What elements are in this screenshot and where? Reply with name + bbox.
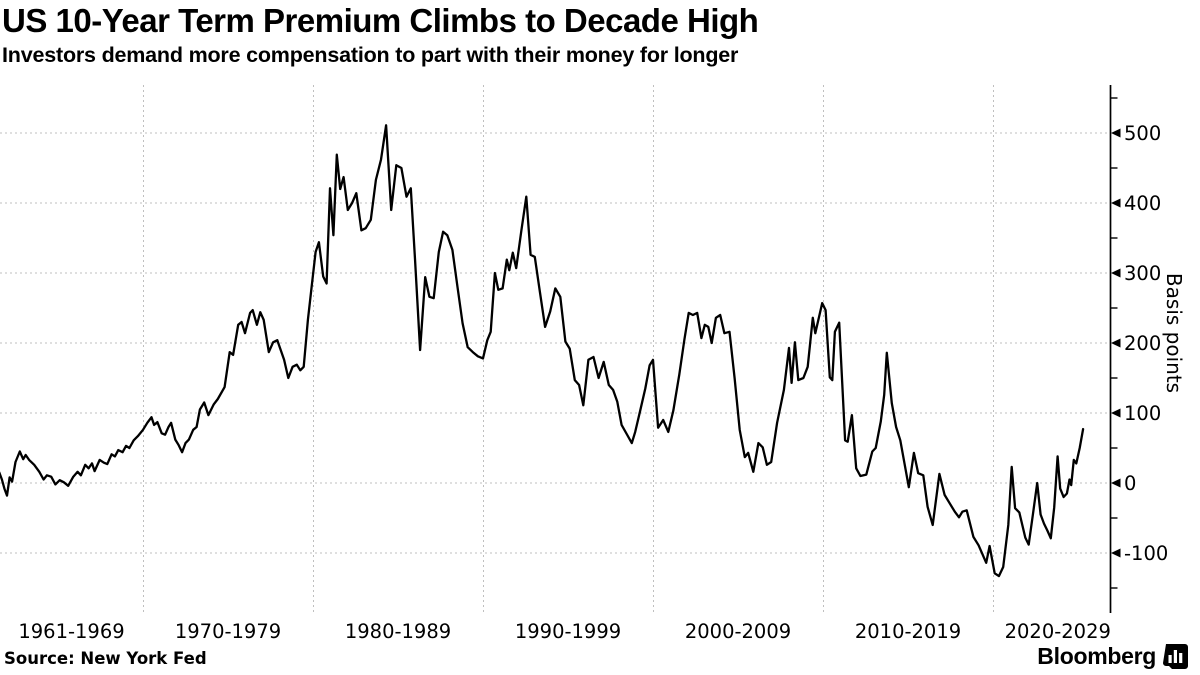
y-major-tick-arrow — [1111, 408, 1121, 418]
brand-lockup: Bloomberg — [1037, 643, 1188, 670]
y-major-tick-arrow — [1111, 128, 1121, 138]
x-axis-label: 1980-1989 — [345, 620, 451, 643]
x-axis-label: 1990-1999 — [515, 620, 621, 643]
y-axis-title: Basis points — [1162, 272, 1186, 394]
y-tick-label: 300 — [1124, 262, 1161, 285]
x-axis-label: 2000-2009 — [685, 620, 791, 643]
y-tick-label: 0 — [1124, 472, 1136, 495]
source-note: Source: New York Fed — [4, 649, 207, 668]
y-tick-label: 400 — [1124, 192, 1161, 215]
x-axis-label: 1970-1979 — [175, 620, 281, 643]
y-tick-label: 200 — [1124, 332, 1161, 355]
chart-title: US 10-Year Term Premium Climbs to Decade… — [2, 2, 759, 39]
y-major-tick-arrow — [1111, 548, 1121, 558]
term-premium-series-line — [0, 124, 1085, 578]
y-major-tick-arrow — [1111, 198, 1121, 208]
y-tick-label: -100 — [1124, 542, 1168, 565]
x-axis-label: 1961-1969 — [18, 620, 124, 643]
bloomberg-wordmark: Bloomberg — [1037, 643, 1156, 669]
y-tick-label: 100 — [1124, 402, 1161, 425]
chart-subtitle: Investors demand more compensation to pa… — [2, 43, 739, 67]
y-tick-label: 500 — [1124, 122, 1161, 145]
bloomberg-bar-chart-logo-icon — [1163, 644, 1188, 669]
y-major-tick-arrow — [1111, 268, 1121, 278]
x-axis-label: 2010-2019 — [855, 620, 961, 643]
x-axis-label: 2020-2029 — [1005, 620, 1111, 643]
y-major-tick-arrow — [1111, 338, 1121, 348]
y-major-tick-arrow — [1111, 478, 1121, 488]
